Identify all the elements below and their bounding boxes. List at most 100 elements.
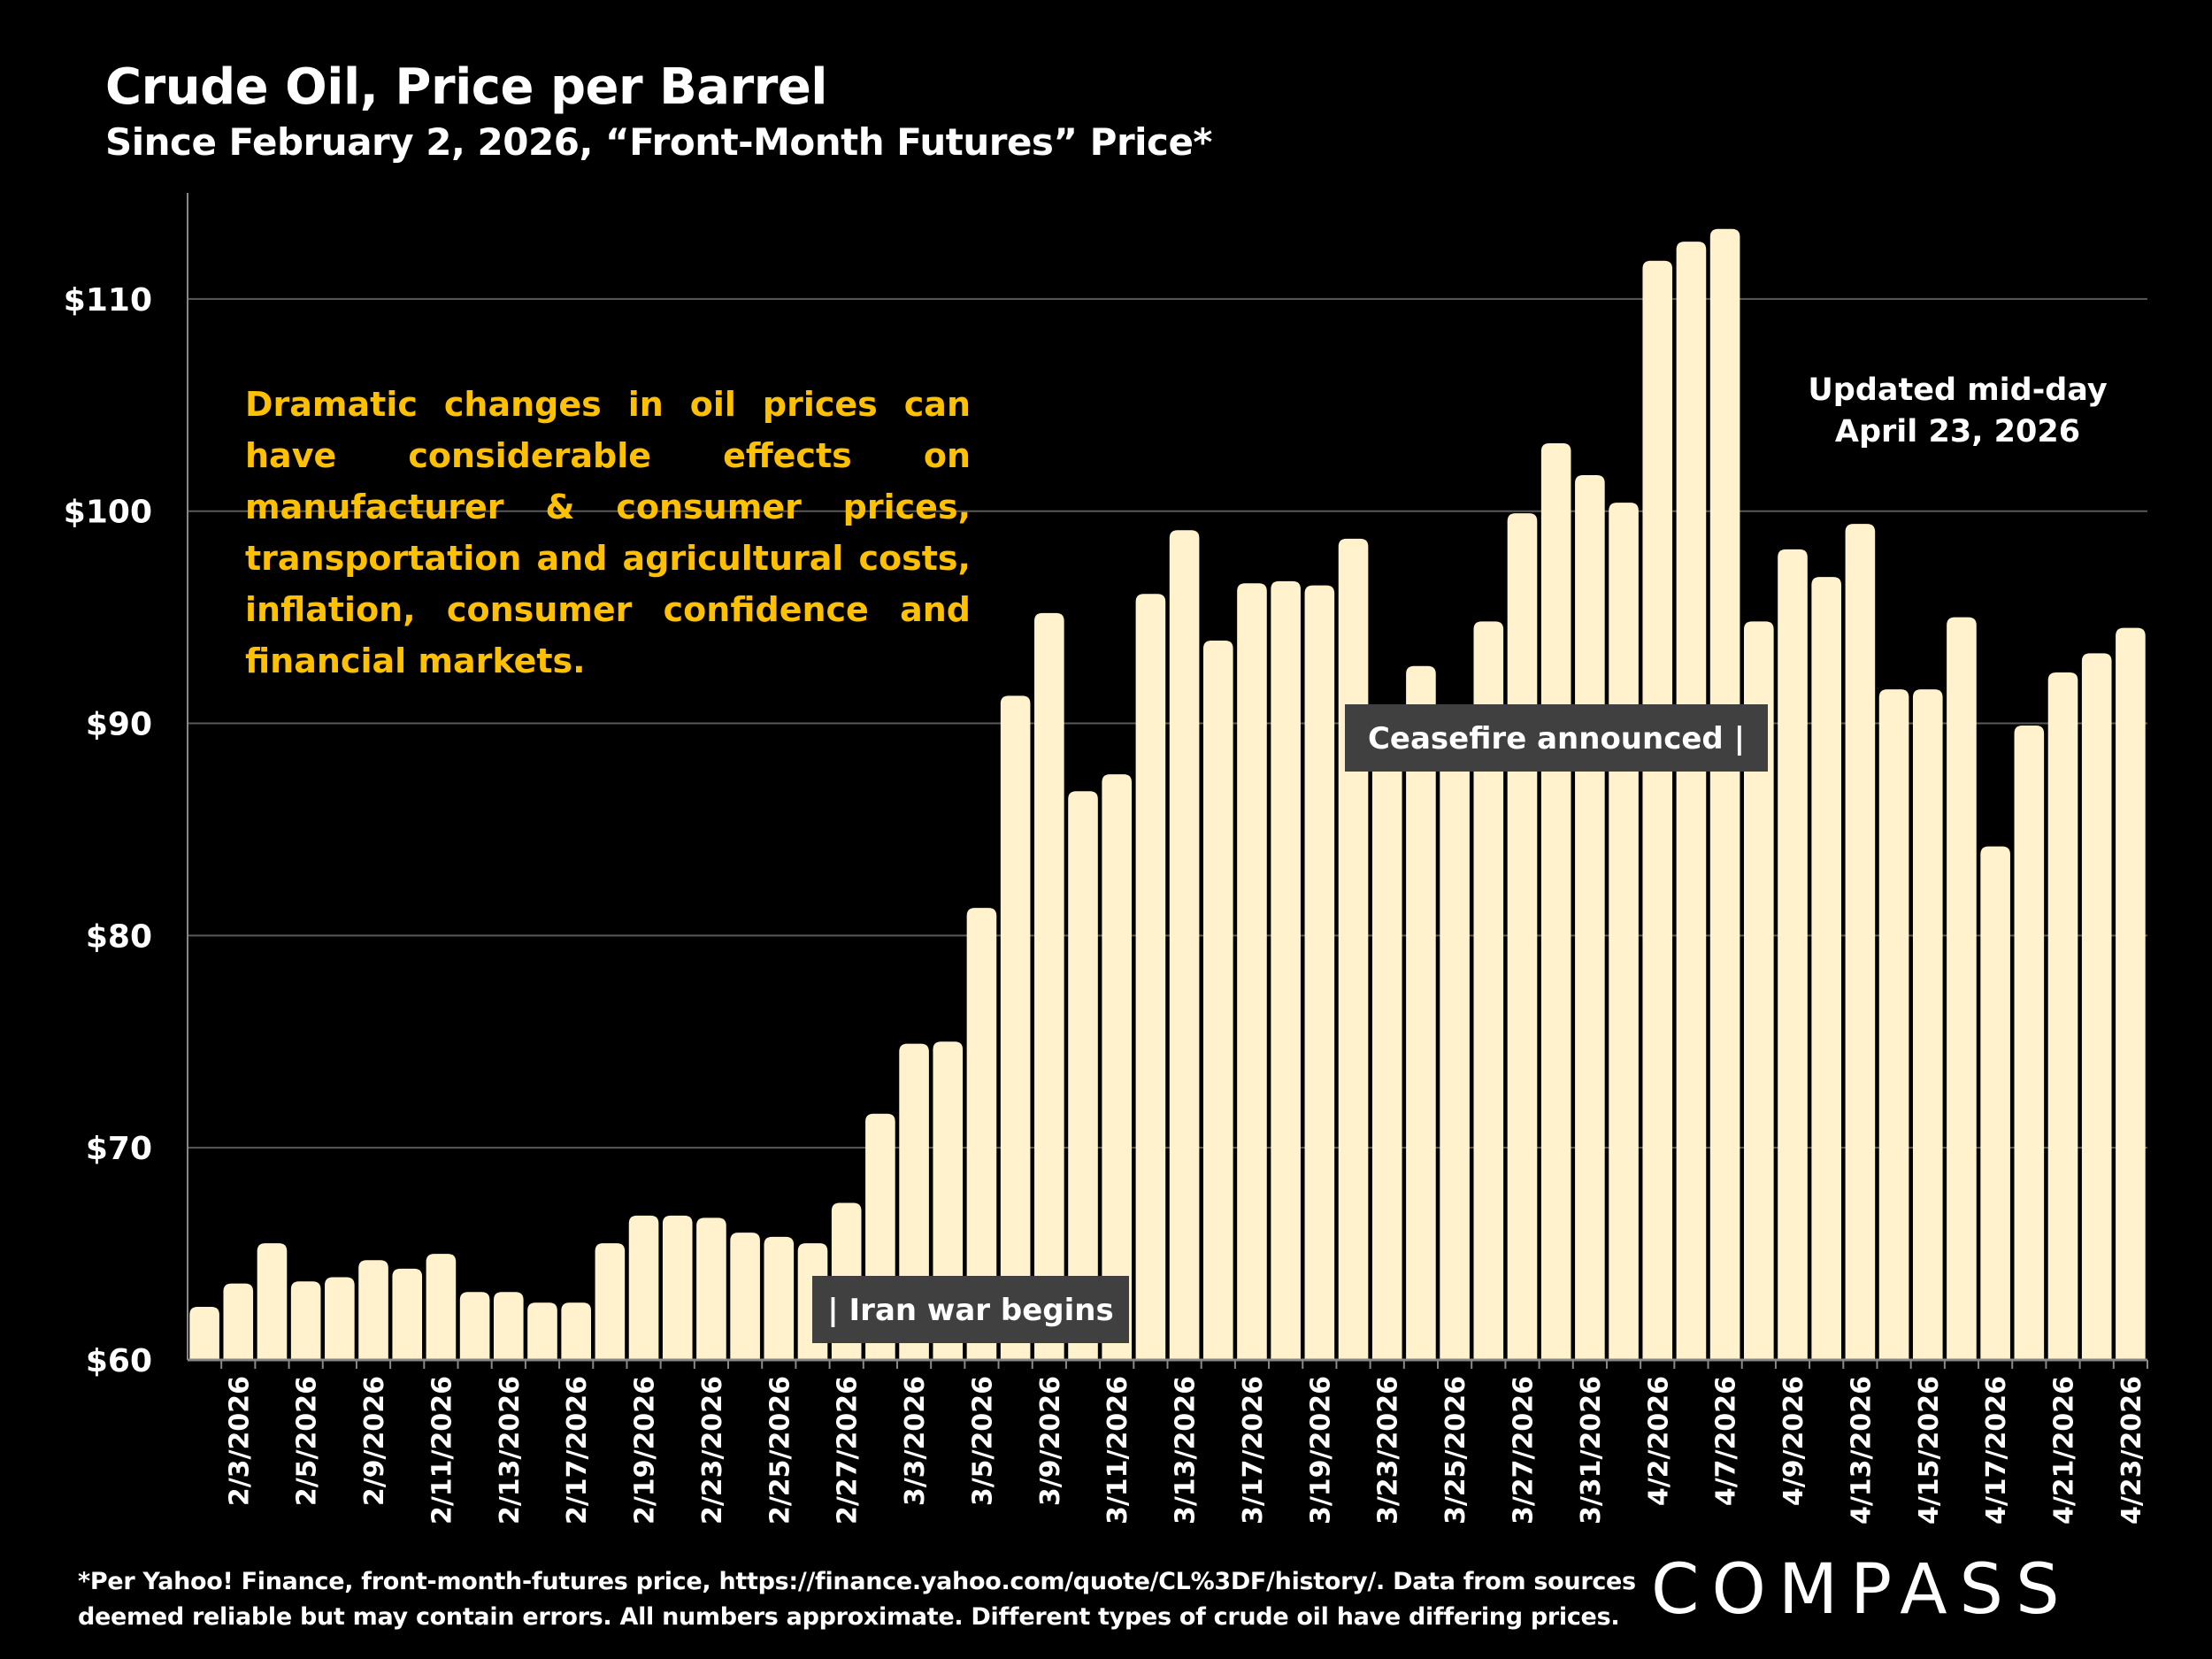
bar — [1135, 594, 1166, 1360]
bar — [459, 1292, 490, 1360]
bar — [1068, 791, 1098, 1360]
bar — [2047, 672, 2078, 1360]
x-tick-label: 3/3/2026 — [900, 1376, 931, 1506]
x-tick-label: 2/25/2026 — [764, 1376, 795, 1525]
y-tick-label: $80 — [86, 918, 152, 955]
bar — [189, 1307, 219, 1360]
chart-subtitle: Since February 2, 2026, “Front-Month Fut… — [105, 120, 1212, 164]
y-tick-label: $60 — [86, 1343, 152, 1379]
annotation-box — [812, 1276, 1129, 1343]
x-tick-label: 3/19/2026 — [1305, 1376, 1336, 1525]
bar — [223, 1283, 254, 1360]
bar — [561, 1302, 591, 1360]
bar — [1237, 583, 1267, 1360]
commentary-note: Dramatic changes in oil prices can have … — [245, 385, 971, 680]
bar — [1371, 718, 1402, 1360]
x-tick-label: 3/23/2026 — [1373, 1376, 1404, 1525]
x-tick-label: 4/7/2026 — [1711, 1376, 1742, 1506]
bar — [1878, 689, 1909, 1360]
x-tick-label: 2/11/2026 — [426, 1376, 457, 1525]
bar — [1169, 530, 1200, 1360]
bar — [325, 1277, 355, 1360]
bar — [1845, 524, 1876, 1360]
bar — [1709, 228, 1740, 1361]
bar — [1202, 641, 1233, 1360]
bar — [662, 1215, 693, 1360]
x-tick-label: 3/9/2026 — [1035, 1376, 1066, 1506]
bar — [426, 1254, 457, 1360]
x-tick-label: 3/13/2026 — [1171, 1376, 1202, 1525]
updated-line-1: Updated mid-day — [1808, 373, 2108, 408]
x-tick-label: 3/27/2026 — [1508, 1376, 1539, 1525]
y-tick-label: $90 — [86, 707, 152, 743]
bar — [1778, 549, 1808, 1360]
x-tick-label: 3/17/2026 — [1238, 1376, 1269, 1525]
bar — [392, 1268, 423, 1360]
bar — [2116, 627, 2146, 1360]
x-tick-label: 2/27/2026 — [833, 1376, 864, 1525]
bar — [1744, 621, 1774, 1360]
x-tick-label: 4/17/2026 — [1981, 1376, 2012, 1525]
bar — [1676, 242, 1707, 1360]
annotation-label: Ceasefire announced | — [1368, 721, 1745, 757]
bar — [1338, 538, 1369, 1360]
bar — [1980, 846, 2010, 1360]
bar — [1540, 442, 1571, 1360]
footnote-line-2: deemed reliable but may contain errors. … — [78, 1603, 1620, 1631]
x-tick-label: 3/11/2026 — [1102, 1376, 1133, 1525]
x-tick-label: 2/3/2026 — [224, 1376, 255, 1506]
bar — [696, 1217, 726, 1360]
bar — [493, 1292, 524, 1360]
bar — [764, 1236, 795, 1360]
bar — [2081, 653, 2112, 1360]
bar — [2014, 725, 2045, 1360]
footnote: *Per Yahoo! Finance, front-month-futures… — [78, 1564, 1653, 1635]
bar — [1473, 621, 1504, 1360]
footnote-line-1: *Per Yahoo! Finance, front-month-futures… — [78, 1568, 1636, 1595]
bar — [966, 908, 997, 1360]
x-tick-label: 3/25/2026 — [1440, 1376, 1471, 1525]
bar — [1034, 612, 1064, 1360]
x-tick-label: 4/23/2026 — [2116, 1376, 2147, 1525]
annotation-box — [1345, 704, 1768, 772]
x-tick-label: 2/17/2026 — [562, 1376, 593, 1525]
x-tick-label: 3/31/2026 — [1576, 1376, 1607, 1525]
compass-logo: COMPASS — [1651, 1550, 2072, 1630]
bar — [595, 1243, 626, 1360]
x-tick-label: 4/13/2026 — [1846, 1376, 1877, 1525]
y-tick-label: $110 — [64, 282, 152, 319]
updated-note: Updated mid-day April 23, 2026 — [1761, 370, 2154, 453]
x-tick-label: 2/19/2026 — [630, 1376, 661, 1525]
annotation-label: | Iran war begins — [827, 1293, 1113, 1328]
bar — [1912, 689, 1943, 1360]
bar — [1102, 774, 1133, 1360]
bar — [628, 1215, 659, 1360]
x-tick-label: 4/21/2026 — [2049, 1376, 2080, 1525]
x-tick-label: 3/5/2026 — [967, 1376, 998, 1506]
bar — [730, 1233, 760, 1360]
bar — [1642, 260, 1673, 1360]
x-tick-label: 4/9/2026 — [1778, 1376, 1809, 1506]
bar — [358, 1260, 388, 1360]
bar — [1304, 585, 1335, 1360]
bar — [290, 1281, 321, 1360]
bar — [1271, 580, 1301, 1360]
x-tick-label: 2/5/2026 — [292, 1376, 323, 1506]
bar — [1000, 695, 1031, 1360]
bar — [1507, 513, 1538, 1360]
updated-line-2: April 23, 2026 — [1834, 414, 2081, 449]
bar — [1440, 733, 1470, 1360]
x-tick-label: 4/2/2026 — [1643, 1376, 1674, 1506]
bar — [257, 1243, 288, 1360]
y-tick-label: $100 — [64, 495, 152, 531]
bar — [1406, 665, 1436, 1360]
x-tick-label: 2/13/2026 — [495, 1376, 526, 1525]
x-tick-label: 2/9/2026 — [359, 1376, 390, 1506]
bar — [1811, 577, 1842, 1360]
bar — [1575, 474, 1605, 1360]
x-tick-label: 4/15/2026 — [1914, 1376, 1945, 1525]
chart-title: Crude Oil, Price per Barrel — [105, 58, 828, 116]
bar — [1947, 617, 1977, 1360]
y-tick-label: $70 — [86, 1131, 152, 1167]
